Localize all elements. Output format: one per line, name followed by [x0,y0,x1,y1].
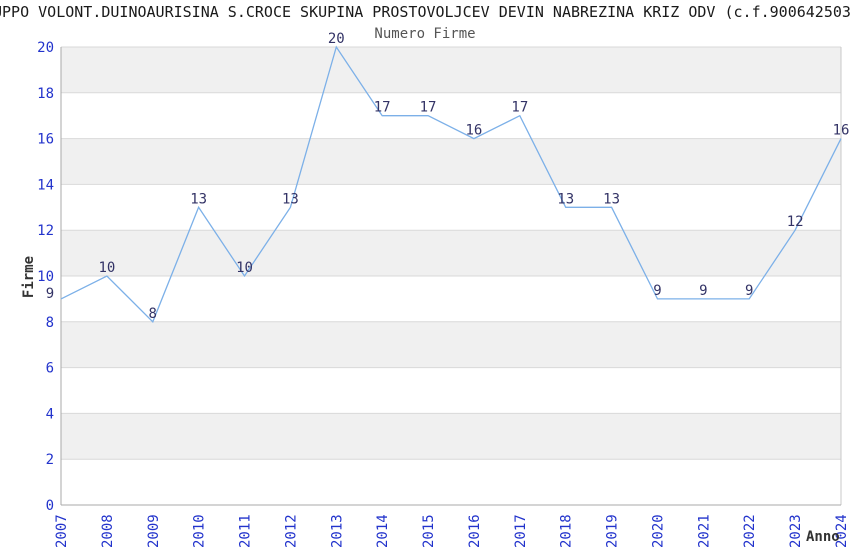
x-tick-label: 2018 [559,514,575,548]
point-label: 17 [420,100,437,116]
x-tick-label: 2013 [329,514,345,548]
point-label: 17 [374,100,391,116]
x-tick-label: 2020 [650,514,666,548]
y-tick-label: 16 [37,132,54,148]
x-tick-label: 2007 [54,514,70,548]
point-label: 9 [745,283,753,299]
x-tick-label: 2012 [283,514,299,548]
point-label: 9 [46,286,54,302]
point-label: 10 [98,260,115,276]
y-tick-label: 10 [37,269,54,285]
point-label: 12 [787,214,804,230]
y-axis-title: Firme [21,255,37,299]
x-tick-label: 2021 [696,514,712,548]
background-band [61,321,841,368]
x-tick-label: 2010 [192,514,208,548]
point-label: 10 [236,260,253,276]
x-tick-label: 2024 [834,514,850,548]
x-tick-label: 2011 [238,514,254,548]
background-band [61,230,841,276]
x-axis-title: Anno [806,529,840,545]
y-tick-label: 2 [46,452,54,468]
point-label: 8 [149,306,157,322]
point-label: 20 [328,31,345,47]
y-tick-label: 0 [46,498,54,514]
page-title: UPPO VOLONT.DUINOAURISINA S.CROCE SKUPIN… [0,3,850,21]
point-label: 13 [190,191,207,207]
point-label: 13 [603,191,620,207]
series-line [60,45,842,323]
point-label: 16 [466,123,483,139]
y-tick-label: 14 [37,177,54,193]
point-label: 13 [282,191,299,207]
point-label: 17 [511,100,528,116]
point-label: 9 [653,283,661,299]
x-tick-label: 2019 [605,514,621,548]
y-tick-label: 20 [37,40,54,56]
chart-subtitle: Numero Firme [374,26,476,42]
point-label: 16 [833,123,850,139]
y-tick-label: 8 [46,315,54,331]
point-label: 13 [557,191,574,207]
x-tick-label: 2017 [513,514,529,548]
x-tick-label: 2014 [375,514,391,548]
x-tick-label: 2023 [788,514,804,548]
y-tick-label: 4 [46,406,54,422]
background-band [61,47,841,93]
y-tick-label: 12 [37,223,54,239]
x-tick-label: 2008 [100,514,116,548]
y-tick-label: 18 [37,86,54,102]
x-tick-label: 2009 [146,514,162,548]
point-label: 9 [699,283,707,299]
background-band [61,138,841,185]
x-tick-label: 2022 [742,514,758,548]
x-tick-label: 2015 [421,514,437,548]
y-tick-label: 6 [46,361,54,377]
x-tick-label: 2016 [467,514,483,548]
background-band [61,413,841,460]
